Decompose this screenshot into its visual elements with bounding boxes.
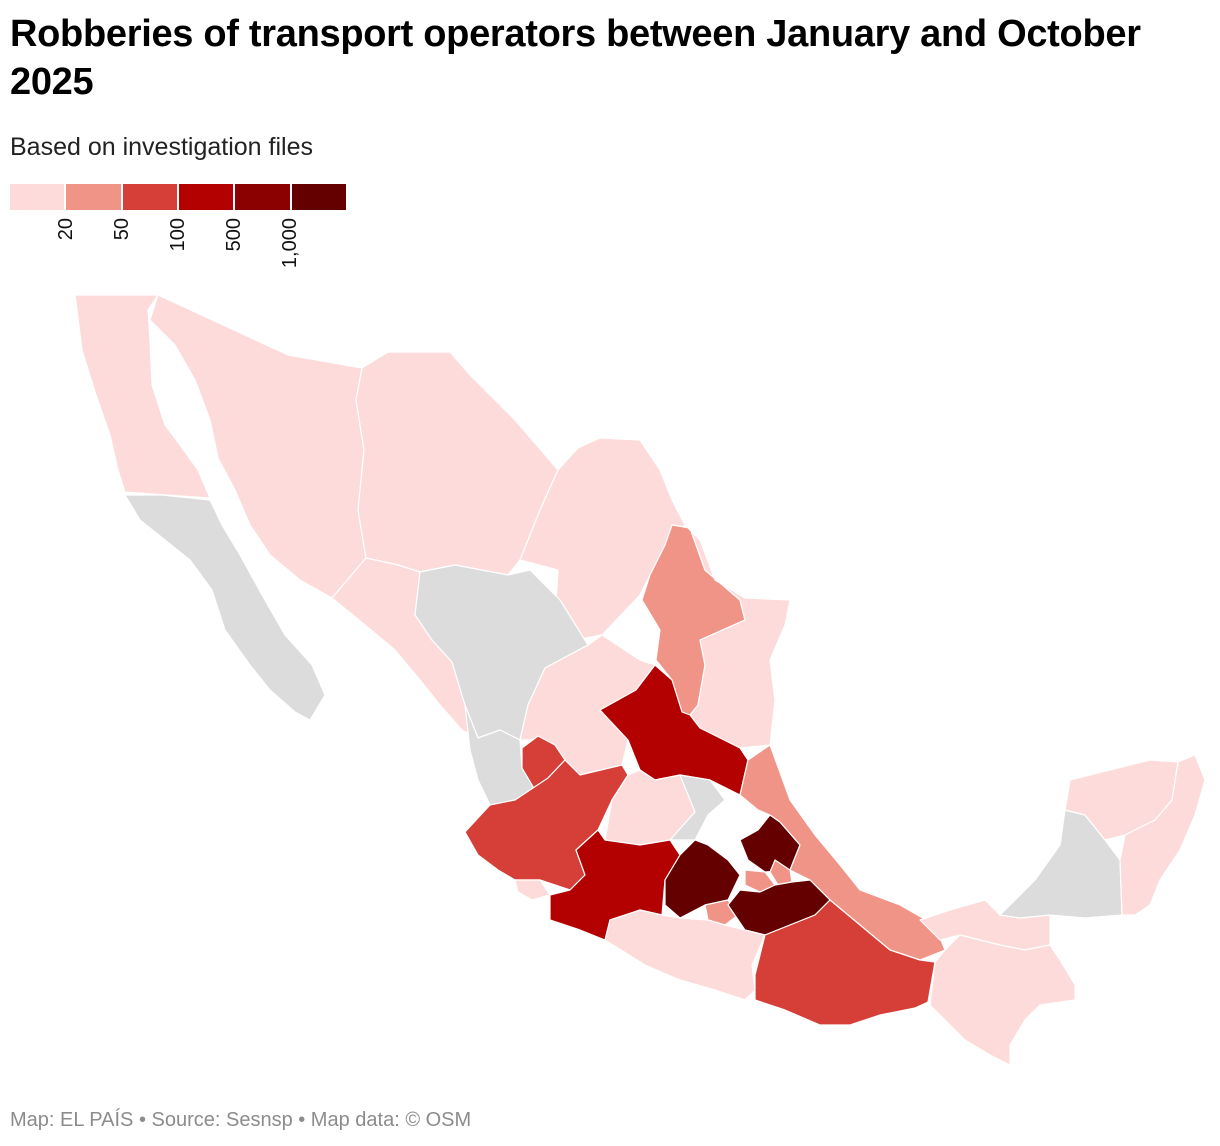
legend-swatch-5	[235, 184, 292, 210]
legend-tick-1000: 1,000	[279, 218, 301, 269]
state-san-luis-potosi[interactable]	[599, 664, 749, 796]
state-chiapas[interactable]	[929, 934, 1076, 1066]
map-subtitle: Based on investigation files	[10, 133, 313, 161]
color-legend: 20 50 100 500 1,000	[10, 184, 346, 274]
legend-swatch-4	[178, 184, 236, 210]
mexico-map	[74, 294, 1206, 1066]
state-guerrero[interactable]	[604, 909, 766, 1001]
state-campeche[interactable]	[999, 809, 1123, 919]
state-colima[interactable]	[514, 879, 551, 901]
legend-swatch-1	[10, 184, 67, 210]
state-queretaro[interactable]	[669, 774, 726, 841]
legend-swatch-2	[66, 184, 123, 210]
state-oaxaca[interactable]	[754, 899, 936, 1026]
legend-bar	[10, 184, 346, 210]
source-credit: Map: EL PAÍS • Source: Sesnsp • Map data…	[10, 1109, 472, 1131]
legend-tick-100: 100	[167, 218, 189, 252]
legend-tick-20: 20	[55, 218, 77, 241]
legend-swatch-3	[122, 184, 179, 210]
legend-swatch-6	[291, 184, 346, 210]
map-title: Robberies of transport operators between…	[10, 13, 1141, 103]
legend-tick-500: 500	[223, 218, 245, 252]
state-baja-california[interactable]	[74, 294, 211, 499]
state-baja-california-sur[interactable]	[124, 494, 326, 721]
legend-tick-50: 50	[111, 218, 133, 241]
state-quintana-roo[interactable]	[1119, 754, 1206, 916]
